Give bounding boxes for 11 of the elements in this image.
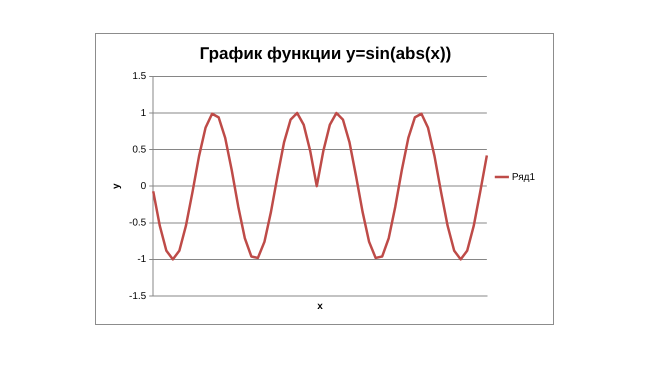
y-tick-label: -1 [137, 254, 147, 266]
x-axis-title: x [317, 300, 324, 312]
y-tick-label: -1.5 [128, 290, 147, 302]
chart-title: График функции y=sin(abs(x)) [200, 44, 452, 63]
y-tick-label: 1 [140, 108, 147, 119]
legend-label: Ряд1 [512, 172, 536, 183]
y-tick-label: 1.5 [132, 71, 147, 82]
y-tick-label: -0.5 [128, 218, 147, 229]
y-tick-label: 0.5 [132, 144, 147, 156]
y-tick-label: 0 [140, 180, 147, 192]
y-axis-title: y [110, 182, 122, 189]
